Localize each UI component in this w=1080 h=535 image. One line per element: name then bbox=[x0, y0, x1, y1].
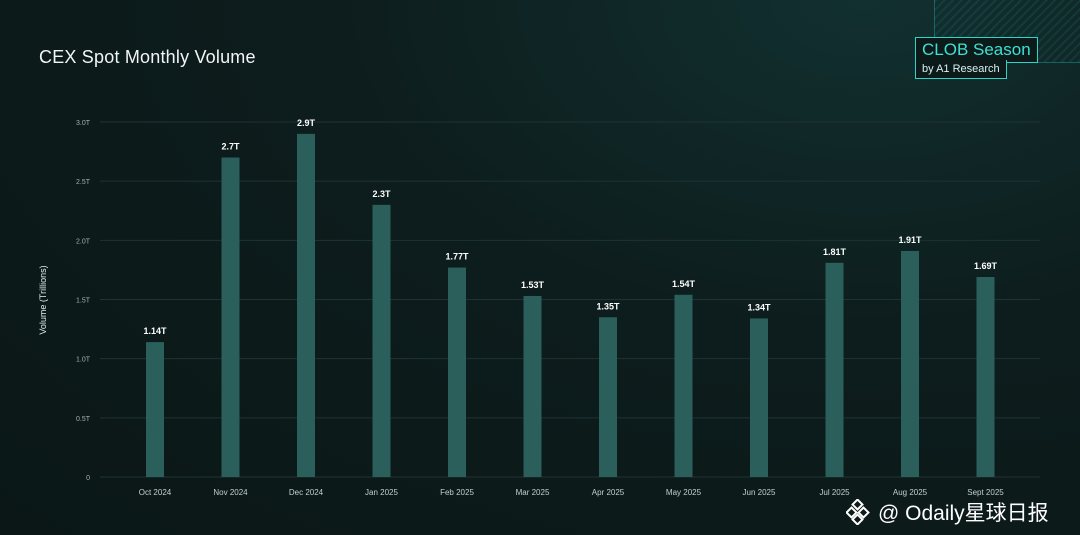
odaily-logo-icon bbox=[846, 499, 870, 525]
bar bbox=[448, 267, 466, 477]
bar bbox=[750, 318, 768, 477]
watermark-text: @ Odaily星球日报 bbox=[878, 502, 1049, 525]
data-label: 1.91T bbox=[898, 235, 922, 245]
bar bbox=[674, 294, 693, 477]
bar bbox=[523, 295, 542, 477]
y-tick-label: 1.5T bbox=[76, 298, 91, 305]
x-tick-label: Jan 2025 bbox=[365, 488, 398, 497]
bar bbox=[146, 342, 164, 477]
x-tick-label: Jun 2025 bbox=[743, 488, 776, 497]
y-axis-label: Volume (Trillions) bbox=[38, 265, 48, 334]
bar bbox=[901, 250, 919, 477]
brand-subtitle: by A1 Research bbox=[915, 60, 1007, 79]
data-label: 2.7T bbox=[221, 142, 240, 152]
x-tick-label: Nov 2024 bbox=[213, 488, 248, 497]
y-tick-label: 0 bbox=[86, 475, 90, 482]
y-tick-label: 2.0T bbox=[76, 238, 91, 245]
chart-title: CEX Spot Monthly Volume bbox=[39, 47, 256, 67]
data-label: 1.53T bbox=[521, 280, 545, 290]
data-label: 1.35T bbox=[596, 301, 620, 311]
data-label: 1.77T bbox=[445, 252, 469, 262]
x-tick-label: Mar 2025 bbox=[516, 488, 550, 497]
data-label: 2.3T bbox=[372, 189, 391, 199]
bar bbox=[221, 157, 240, 477]
bar bbox=[599, 317, 617, 477]
bar bbox=[976, 277, 995, 477]
data-label: 1.14T bbox=[143, 326, 167, 336]
y-tick-label: 0.5T bbox=[76, 416, 91, 423]
x-tick-label: Dec 2024 bbox=[289, 488, 324, 497]
watermark: @ Odaily星球日报 bbox=[846, 497, 1049, 527]
x-tick-label: Jul 2025 bbox=[819, 488, 850, 497]
x-tick-label: Apr 2025 bbox=[592, 488, 625, 497]
x-tick-label: May 2025 bbox=[666, 488, 702, 497]
x-tick-label: Feb 2025 bbox=[440, 488, 474, 497]
y-tick-label: 3.0T bbox=[76, 120, 91, 127]
bar bbox=[297, 133, 315, 478]
y-tick-label: 1.0T bbox=[76, 357, 91, 364]
brand-badge: CLOB Season bbox=[915, 37, 1038, 63]
data-label: 2.9T bbox=[297, 118, 316, 128]
data-label: 1.69T bbox=[974, 261, 998, 271]
x-tick-label: Aug 2025 bbox=[893, 488, 928, 497]
data-label: 1.34T bbox=[747, 302, 771, 312]
x-tick-label: Sept 2025 bbox=[967, 488, 1004, 497]
bar bbox=[372, 204, 391, 478]
data-label: 1.54T bbox=[672, 279, 696, 289]
bar bbox=[825, 262, 844, 477]
data-label: 1.81T bbox=[823, 247, 847, 257]
x-tick-label: Oct 2024 bbox=[139, 488, 172, 497]
y-tick-label: 2.5T bbox=[76, 179, 91, 186]
